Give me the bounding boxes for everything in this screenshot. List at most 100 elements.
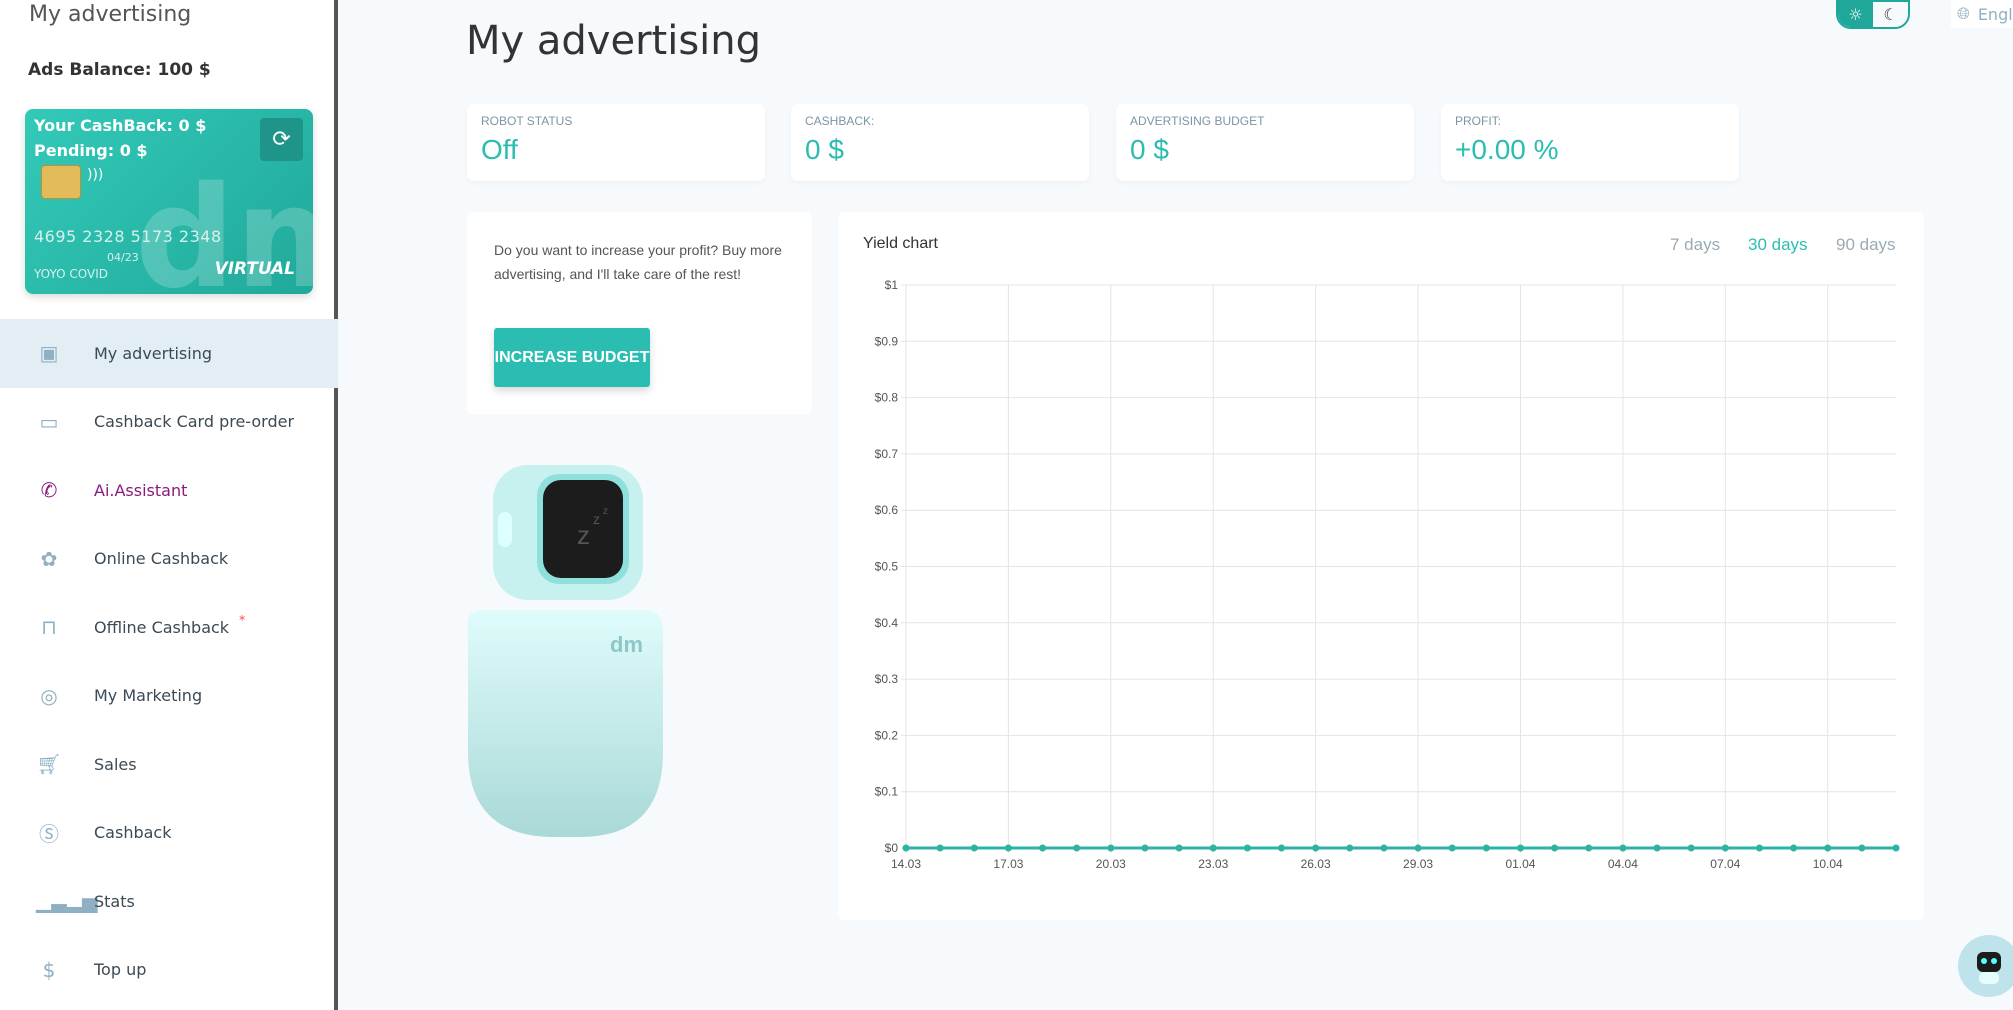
card-number: 4695 2328 5173 2348 — [34, 227, 222, 246]
data-point — [1278, 844, 1286, 852]
data-point — [1551, 844, 1559, 852]
sidebar-item-label: My Marketing — [94, 686, 203, 706]
contactless-icon: ))) — [87, 167, 104, 183]
data-point — [1687, 844, 1695, 852]
sidebar-item-label: My advertising — [94, 343, 213, 363]
robot-logo: dm — [610, 632, 643, 657]
sidebar-item-label: Sales — [94, 754, 137, 774]
new-badge: * — [239, 613, 246, 627]
stat-label: ROBOT STATUS — [481, 114, 573, 128]
x-tick-label: 04.04 — [1608, 857, 1638, 871]
sidebar-nav: ▣ My advertising ▭ Cashback Card pre-order… — [0, 319, 338, 1004]
y-tick-label: $0.2 — [875, 728, 899, 742]
sidebar-item-online-cashback[interactable]: ✿ Online Cashback — [0, 525, 338, 594]
y-tick-label: $1 — [885, 278, 899, 292]
increase-budget-button[interactable]: INCREASE BUDGET — [494, 328, 650, 387]
stat-value: Off — [481, 134, 518, 165]
stat-cashback: CASHBACK: 0 $ — [791, 104, 1089, 181]
credit-card-icon: ▭ — [39, 409, 59, 434]
range-90-days[interactable]: 90 days — [1836, 235, 1896, 254]
chat-assistant-button[interactable] — [1958, 935, 2013, 997]
data-point — [1619, 844, 1627, 852]
y-tick-label: $0.6 — [875, 503, 899, 517]
sidebar-item-my-advertising[interactable]: ▣ My advertising — [0, 319, 338, 388]
sidebar-item-cashback[interactable]: Ⓢ Cashback — [0, 799, 338, 868]
refresh-icon: ⟳ — [272, 127, 291, 152]
sidebar-item-label: Cashback — [94, 823, 172, 843]
x-tick-label: 20.03 — [1096, 857, 1126, 871]
robot-illustration: zz z dm — [468, 465, 663, 837]
card-expiry: 04/23 — [107, 251, 139, 264]
data-point — [1516, 844, 1524, 852]
sidebar-item-label: Cashback Card pre-order — [94, 412, 295, 432]
stat-profit: PROFIT: +0.00 % — [1441, 104, 1739, 181]
x-tick-label: 23.03 — [1198, 857, 1228, 871]
language-label: English — [1977, 4, 2013, 24]
x-tick-label: 01.04 — [1505, 857, 1535, 871]
dollar-circle-icon: Ⓢ — [39, 822, 59, 847]
data-point — [1346, 844, 1354, 852]
y-tick-label: $0.3 — [875, 672, 899, 686]
data-point — [1892, 844, 1900, 852]
sidebar-item-offline-cashback[interactable]: ⊓ Offline Cashback * — [0, 593, 338, 662]
data-point — [936, 844, 944, 852]
sidebar-item-ai-assistant[interactable]: ✆ Ai.Assistant — [0, 456, 338, 525]
sidebar-item-card-preorder[interactable]: ▭ Cashback Card pre-order — [0, 388, 338, 457]
svg-text:z: z — [577, 520, 590, 550]
chart-title: Yield chart — [863, 235, 938, 252]
stat-advertising-budget: ADVERTISING BUDGET 0 $ — [1116, 104, 1414, 181]
data-point — [1107, 844, 1115, 852]
data-point — [1243, 844, 1251, 852]
refresh-button[interactable]: ⟳ — [260, 118, 303, 161]
promo-text: Do you want to increase your profit? Buy… — [494, 242, 782, 282]
theme-toggle[interactable]: ☼ ☾ — [1836, 0, 1910, 29]
data-point — [1004, 844, 1012, 852]
y-tick-label: $0.4 — [875, 616, 899, 630]
range-7-days[interactable]: 7 days — [1670, 235, 1721, 254]
data-point — [1790, 844, 1798, 852]
card-type: VIRTUAL — [214, 259, 295, 279]
sidebar-item-stats[interactable]: ▁▃▂▅ Stats — [0, 867, 338, 936]
data-point — [1175, 844, 1183, 852]
promo-bubble: Do you want to increase your profit? Buy… — [467, 212, 812, 414]
stat-value: +0.00 % — [1455, 134, 1559, 165]
data-point — [902, 844, 910, 852]
sidebar-item-my-marketing[interactable]: ◎ My Marketing — [0, 662, 338, 731]
page-title: My advertising — [466, 18, 762, 64]
data-point — [1039, 844, 1047, 852]
x-tick-label: 29.03 — [1403, 857, 1433, 871]
x-tick-label: 26.03 — [1301, 857, 1331, 871]
data-point — [1380, 844, 1388, 852]
stat-value: 0 $ — [1130, 134, 1169, 165]
stat-label: CASHBACK: — [805, 114, 875, 128]
y-tick-label: $0.7 — [875, 447, 899, 461]
sidebar-item-sales[interactable]: 🛒︎ Sales — [0, 730, 338, 799]
card-cashback: Your CashBack: 0 $ — [34, 116, 207, 135]
robot-icon — [1977, 952, 2001, 984]
stat-label: ADVERTISING BUDGET — [1130, 114, 1265, 128]
ads-balance: Ads Balance: 100 $ — [28, 60, 211, 80]
cart-icon: 🛒︎ — [36, 752, 62, 777]
sidebar-item-top-up[interactable]: $ Top up — [0, 936, 338, 1005]
yield-chart-card: Yield chart 7 days 30 days 90 days $0 $0.… — [838, 212, 1924, 920]
sidebar: My advertising Ads Balance: 100 $ dm You… — [0, 0, 338, 1010]
moon-icon[interactable]: ☾ — [1883, 5, 1898, 24]
sidebar-title: My advertising — [29, 2, 192, 27]
sidebar-item-label: Offline Cashback — [94, 617, 230, 637]
x-tick-label: 07.04 — [1710, 857, 1740, 871]
range-30-days[interactable]: 30 days — [1748, 235, 1808, 254]
stat-value: 0 $ — [805, 134, 844, 165]
y-tick-label: $0.5 — [875, 560, 899, 574]
data-point — [1585, 844, 1593, 852]
x-tick-label: 14.03 — [891, 857, 921, 871]
y-tick-label: $0.8 — [875, 391, 899, 405]
language-selector[interactable]: 🌐︎ English — [1951, 0, 2013, 28]
y-tick-label: $0.1 — [875, 785, 899, 799]
data-point — [1824, 844, 1832, 852]
y-tick-label: $0.9 — [875, 334, 899, 348]
sidebar-item-label: Online Cashback — [94, 549, 229, 569]
x-tick-label: 10.04 — [1813, 857, 1843, 871]
id-badge-icon: ▣ — [39, 341, 59, 366]
data-point — [1482, 844, 1490, 852]
sun-icon[interactable]: ☼ — [1838, 2, 1873, 27]
